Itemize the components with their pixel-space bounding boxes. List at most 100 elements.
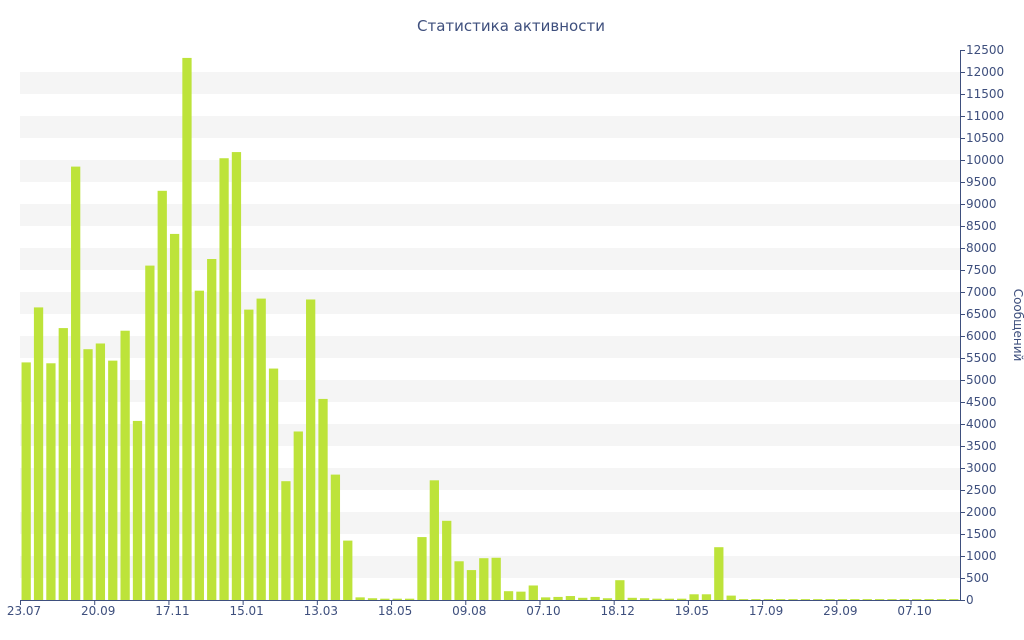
bar — [813, 599, 823, 600]
bar — [912, 599, 922, 600]
bar — [936, 599, 947, 600]
grid-band — [20, 204, 960, 226]
y-tick-label: 9000 — [966, 197, 997, 211]
bar — [343, 540, 353, 600]
bar — [256, 298, 266, 600]
bar — [454, 561, 464, 600]
y-tick-label: 3000 — [966, 461, 997, 475]
bar — [541, 597, 551, 600]
y-tick-label: 1000 — [966, 549, 997, 563]
grid-band — [20, 512, 960, 534]
grid-bands — [20, 72, 960, 578]
y-tick-label: 10000 — [966, 153, 1004, 167]
bar — [837, 599, 848, 600]
y-tick-label: 1500 — [966, 527, 997, 541]
bar — [145, 265, 155, 600]
bar — [788, 599, 798, 600]
bar — [46, 363, 56, 600]
bar — [355, 597, 365, 600]
bar — [219, 158, 229, 601]
bar — [120, 330, 130, 600]
x-tick-label: 13.03 — [304, 604, 338, 618]
y-tick-label: 6500 — [966, 307, 997, 321]
grid-band — [20, 116, 960, 138]
x-tick-label: 17.09 — [749, 604, 783, 618]
bar — [825, 599, 835, 600]
y-tick-label: 11000 — [966, 109, 1004, 123]
x-tick-label: 19.05 — [675, 604, 709, 618]
bar — [33, 307, 44, 600]
grid-band — [20, 468, 960, 490]
x-tick-label: 15.01 — [229, 604, 263, 618]
bar — [862, 599, 872, 600]
bar — [949, 599, 959, 600]
bar — [83, 349, 93, 600]
bar — [615, 580, 625, 600]
grid-band — [20, 292, 960, 314]
y-tick-label: 12500 — [966, 43, 1004, 57]
bar — [602, 598, 613, 600]
bar — [157, 190, 167, 601]
bar — [776, 599, 786, 600]
bar — [71, 166, 81, 600]
bar — [751, 599, 761, 600]
bar — [417, 537, 427, 600]
bar — [639, 598, 650, 600]
y-tick-label: 8000 — [966, 241, 997, 255]
y-tick-label: 3500 — [966, 439, 997, 453]
bar — [330, 474, 341, 600]
bar — [800, 599, 811, 600]
y-tick-label: 12000 — [966, 65, 1004, 79]
bar — [714, 547, 724, 600]
y-tick-label: 9500 — [966, 175, 997, 189]
y-tick-label: 5500 — [966, 351, 997, 365]
y-tick-label: 4500 — [966, 395, 997, 409]
bar — [95, 343, 106, 600]
bar — [194, 290, 204, 600]
bar — [652, 598, 662, 600]
grid-band — [20, 424, 960, 446]
x-tick-label: 17.11 — [155, 604, 189, 618]
bar — [553, 596, 563, 600]
bar — [244, 309, 254, 600]
bar — [404, 598, 415, 600]
bar — [479, 558, 489, 600]
bar — [182, 57, 192, 601]
bar — [503, 591, 514, 600]
bar — [763, 599, 773, 600]
bar-series — [21, 57, 959, 601]
grid-band — [20, 248, 960, 270]
x-tick-label: 09.08 — [452, 604, 486, 618]
bar — [108, 360, 118, 600]
bar — [874, 599, 885, 600]
bar — [677, 598, 687, 600]
bar — [850, 599, 860, 600]
grid-band — [20, 380, 960, 402]
y-tick-label: 8500 — [966, 219, 997, 233]
y-tick-label: 6000 — [966, 329, 997, 343]
grid-band — [20, 72, 960, 94]
grid-band — [20, 160, 960, 182]
bar — [442, 520, 452, 600]
bar — [899, 599, 909, 600]
bar — [590, 596, 600, 600]
bar — [132, 420, 143, 600]
y-tick-label: 11500 — [966, 87, 1004, 101]
x-tick-label: 23.07 — [7, 604, 41, 618]
x-tick-label: 29.09 — [823, 604, 857, 618]
bar — [367, 598, 378, 600]
bar — [491, 557, 501, 600]
bar — [392, 598, 402, 600]
y-tick-label: 5000 — [966, 373, 997, 387]
bar — [429, 480, 439, 600]
bar — [887, 599, 897, 600]
grid-band — [20, 556, 960, 578]
axes — [20, 50, 961, 601]
x-tick-label: 20.09 — [81, 604, 115, 618]
y-tick-label: 2500 — [966, 483, 997, 497]
bar — [664, 598, 674, 600]
bar — [318, 398, 328, 600]
bar — [738, 599, 749, 600]
bar — [207, 259, 217, 600]
